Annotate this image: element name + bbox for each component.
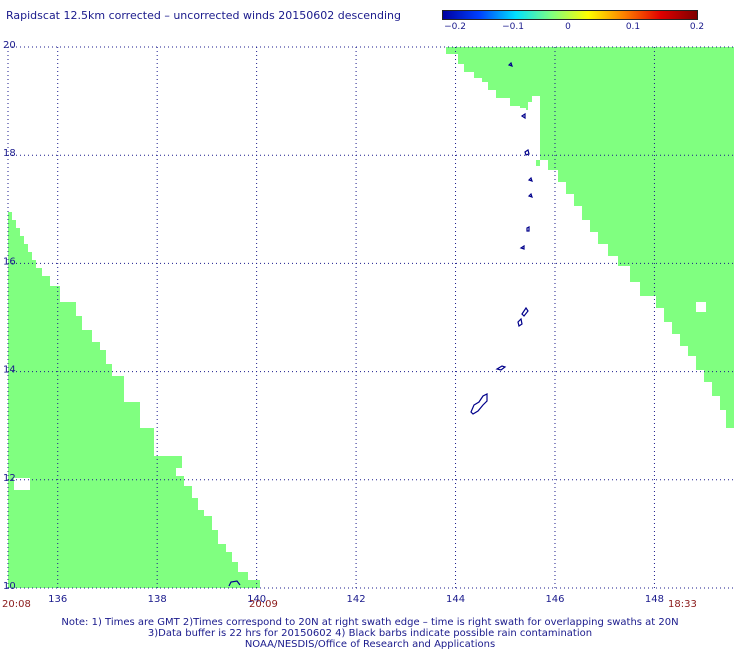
latitude-label-20: 20: [3, 40, 16, 51]
longitude-label-146: 146: [545, 594, 564, 605]
latitude-label-14: 14: [3, 365, 16, 376]
time-label-left: 20:08: [2, 599, 31, 610]
island-outlines: [228, 61, 533, 587]
swath-left: [8, 212, 260, 588]
colorbar-label-zero: 0: [565, 22, 571, 32]
colorbar-label-max: 0.2: [689, 22, 705, 32]
colorbar-label-min: −0.2: [444, 22, 466, 32]
island-farallon: [507, 61, 513, 67]
colorbar: [442, 10, 698, 20]
latitude-label-10: 10: [3, 581, 16, 592]
grid: [7, 46, 734, 589]
note-line-2: 3)Data buffer is 22 hrs for 20150602 4) …: [147, 628, 593, 639]
map-title: Rapidscat 12.5km corrected – uncorrected…: [6, 9, 402, 22]
swath-right: [446, 47, 734, 428]
latitude-label-18: 18: [3, 148, 16, 159]
island-tinian: [517, 317, 523, 327]
longitude-label-144: 144: [446, 594, 465, 605]
island-asuncion: [524, 149, 530, 156]
island-pagan: [527, 192, 533, 198]
longitude-label-136: 136: [48, 594, 67, 605]
island-guam: [470, 393, 488, 415]
longitude-labels: 136 138 140 142 144 146 148: [48, 594, 664, 605]
longitude-label-148: 148: [645, 594, 664, 605]
note-line-3: NOAA/NESDIS/Office of Research and Appli…: [244, 639, 496, 650]
time-label-right: 18:33: [668, 599, 697, 610]
longitude-label-142: 142: [347, 594, 366, 605]
swath-right-gap: [696, 302, 706, 312]
latitude-labels: 20 18 16 14 12 10: [3, 40, 16, 592]
island-agrihan: [527, 176, 533, 182]
swath-right-gap-2: [528, 102, 540, 110]
swath-left-gap: [14, 478, 30, 490]
colorbar-label-neg: −0.1: [502, 22, 524, 32]
latitude-label-12: 12: [3, 473, 16, 484]
colorbar-label-pos: 0.1: [625, 22, 641, 32]
island-swath-edge: [228, 580, 241, 587]
island-alamagan: [526, 226, 530, 232]
island-anatahan: [519, 244, 525, 250]
longitude-label-140: 140: [247, 594, 266, 605]
longitude-label-138: 138: [148, 594, 167, 605]
time-label-middle: 20:09: [249, 599, 278, 610]
note-line-1: Note: 1) Times are GMT 2)Times correspon…: [61, 617, 679, 628]
island-rota: [495, 365, 507, 371]
island-maug: [520, 112, 526, 120]
island-saipan: [521, 306, 529, 317]
latitude-label-16: 16: [3, 256, 16, 267]
